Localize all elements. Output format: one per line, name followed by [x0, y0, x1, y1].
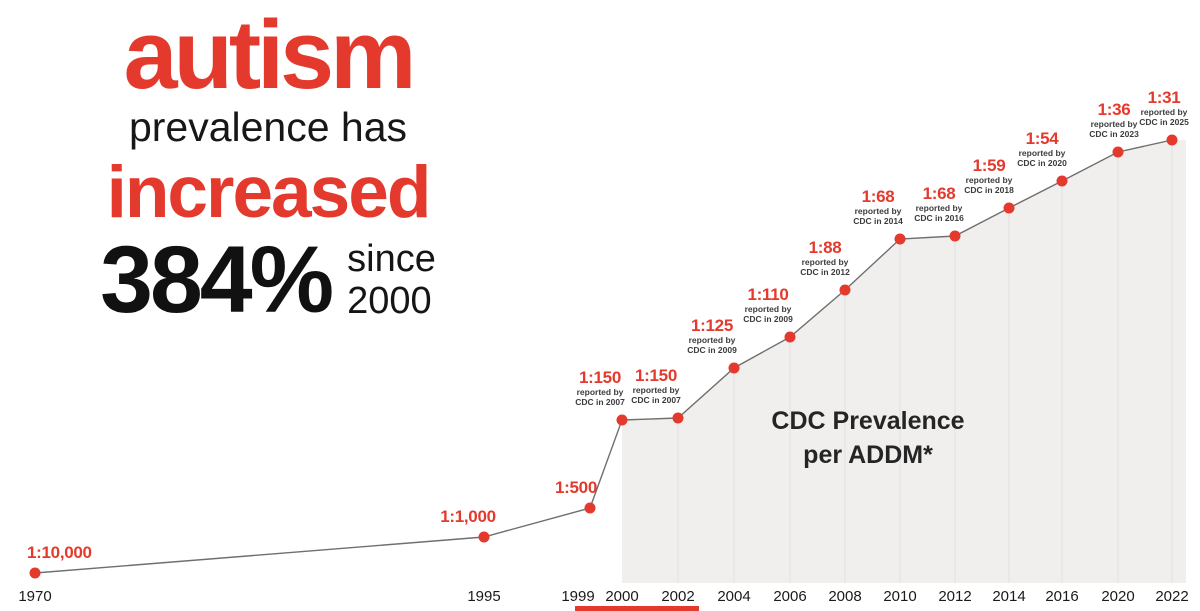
since-year: 2000 [347, 279, 432, 322]
data-point-2000 [616, 414, 628, 426]
bottom-red-bar [575, 606, 699, 611]
data-point-2004 [728, 362, 740, 374]
data-point-2016 [1056, 175, 1068, 187]
data-point-2012 [949, 230, 961, 242]
area-fill [622, 140, 1186, 583]
cdc-prevalence-annotation: CDC Prevalence per ADDM* [771, 405, 964, 473]
data-point-1970 [29, 567, 41, 579]
data-point-2006 [784, 331, 796, 343]
annotation-line1: CDC Prevalence [771, 407, 965, 435]
data-point-2008 [839, 284, 851, 296]
headline-percent-row: 384% since 2000 [22, 233, 514, 328]
headline-since-block: since 2000 [347, 237, 436, 323]
headline-autism: autism [123, 0, 417, 109]
data-point-1999 [584, 502, 596, 514]
headline: autism prevalence has increased 384% sin… [22, 6, 514, 328]
headline-percent: 384% [100, 227, 334, 334]
data-point-2022 [1166, 134, 1178, 146]
headline-increased: increased [106, 152, 432, 234]
data-point-2002 [672, 412, 684, 424]
data-point-2010 [894, 233, 906, 245]
data-point-2020 [1112, 146, 1124, 158]
data-point-2014 [1003, 202, 1015, 214]
trend-line [34, 139, 1173, 574]
data-point-1995 [478, 531, 490, 543]
headline-prevalence-has: prevalence has [128, 104, 408, 150]
annotation-line2: per ADDM* [803, 440, 933, 469]
since-word: since [347, 237, 436, 280]
